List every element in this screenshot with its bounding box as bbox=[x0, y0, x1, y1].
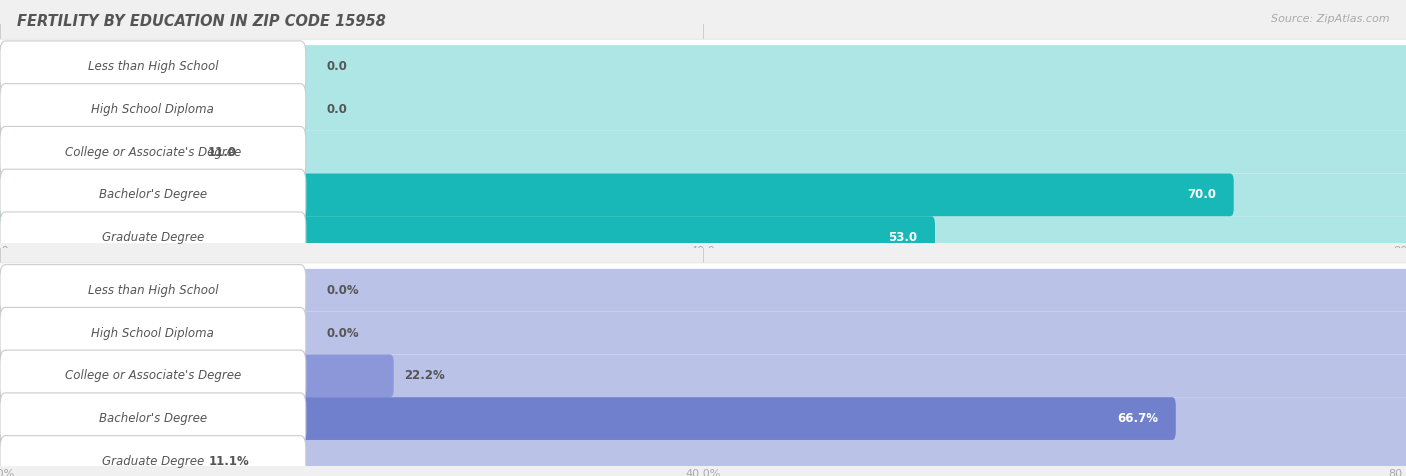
FancyBboxPatch shape bbox=[0, 440, 198, 476]
Text: FERTILITY BY EDUCATION IN ZIP CODE 15958: FERTILITY BY EDUCATION IN ZIP CODE 15958 bbox=[17, 14, 385, 30]
FancyBboxPatch shape bbox=[0, 39, 1406, 94]
FancyBboxPatch shape bbox=[0, 210, 1406, 265]
Text: 0.0: 0.0 bbox=[328, 103, 347, 116]
FancyBboxPatch shape bbox=[0, 125, 1406, 179]
FancyBboxPatch shape bbox=[0, 88, 1406, 131]
Text: High School Diploma: High School Diploma bbox=[91, 327, 214, 339]
Text: College or Associate's Degree: College or Associate's Degree bbox=[65, 146, 240, 159]
Text: Graduate Degree: Graduate Degree bbox=[101, 455, 204, 468]
Text: 11.1%: 11.1% bbox=[209, 455, 250, 468]
Text: Bachelor's Degree: Bachelor's Degree bbox=[98, 412, 207, 425]
FancyBboxPatch shape bbox=[0, 168, 1406, 222]
FancyBboxPatch shape bbox=[0, 173, 1406, 216]
Text: 22.2%: 22.2% bbox=[405, 369, 444, 382]
FancyBboxPatch shape bbox=[0, 212, 307, 263]
FancyBboxPatch shape bbox=[0, 263, 1406, 317]
FancyBboxPatch shape bbox=[0, 397, 1175, 440]
FancyBboxPatch shape bbox=[0, 216, 935, 259]
Text: Less than High School: Less than High School bbox=[87, 284, 218, 297]
Text: 0.0: 0.0 bbox=[328, 60, 347, 73]
FancyBboxPatch shape bbox=[0, 436, 307, 476]
FancyBboxPatch shape bbox=[0, 131, 197, 173]
Text: High School Diploma: High School Diploma bbox=[91, 103, 214, 116]
Text: 66.7%: 66.7% bbox=[1118, 412, 1159, 425]
FancyBboxPatch shape bbox=[0, 169, 307, 220]
FancyBboxPatch shape bbox=[0, 127, 307, 178]
FancyBboxPatch shape bbox=[0, 265, 307, 316]
Text: 70.0: 70.0 bbox=[1187, 188, 1216, 201]
Text: Source: ZipAtlas.com: Source: ZipAtlas.com bbox=[1271, 14, 1389, 24]
FancyBboxPatch shape bbox=[0, 82, 1406, 137]
FancyBboxPatch shape bbox=[0, 269, 1406, 312]
FancyBboxPatch shape bbox=[0, 307, 307, 359]
FancyBboxPatch shape bbox=[0, 397, 1406, 440]
FancyBboxPatch shape bbox=[0, 312, 1406, 355]
FancyBboxPatch shape bbox=[0, 355, 394, 397]
Text: 11.0: 11.0 bbox=[208, 146, 236, 159]
Text: College or Associate's Degree: College or Associate's Degree bbox=[65, 369, 240, 382]
FancyBboxPatch shape bbox=[0, 350, 307, 401]
FancyBboxPatch shape bbox=[0, 434, 1406, 476]
Text: 53.0: 53.0 bbox=[889, 231, 917, 244]
FancyBboxPatch shape bbox=[0, 393, 307, 444]
FancyBboxPatch shape bbox=[0, 45, 1406, 88]
FancyBboxPatch shape bbox=[0, 41, 307, 92]
FancyBboxPatch shape bbox=[0, 355, 1406, 397]
Text: Graduate Degree: Graduate Degree bbox=[101, 231, 204, 244]
Text: Less than High School: Less than High School bbox=[87, 60, 218, 73]
FancyBboxPatch shape bbox=[0, 348, 1406, 403]
FancyBboxPatch shape bbox=[0, 391, 1406, 446]
Text: 0.0%: 0.0% bbox=[328, 284, 360, 297]
FancyBboxPatch shape bbox=[0, 173, 1234, 216]
FancyBboxPatch shape bbox=[0, 440, 1406, 476]
FancyBboxPatch shape bbox=[0, 216, 1406, 259]
FancyBboxPatch shape bbox=[0, 131, 1406, 173]
FancyBboxPatch shape bbox=[0, 84, 307, 135]
Text: 0.0%: 0.0% bbox=[328, 327, 360, 339]
Text: Bachelor's Degree: Bachelor's Degree bbox=[98, 188, 207, 201]
FancyBboxPatch shape bbox=[0, 306, 1406, 360]
